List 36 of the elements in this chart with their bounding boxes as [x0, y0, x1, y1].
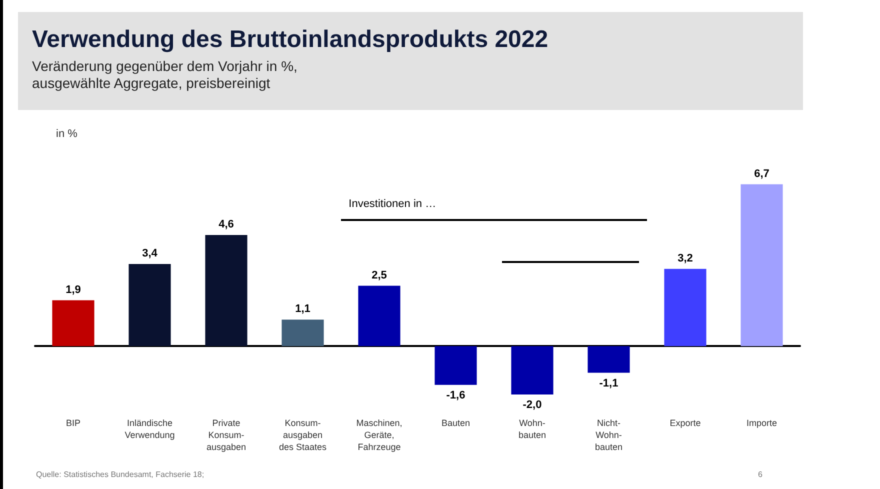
x-tick-label: Importe [746, 418, 778, 428]
x-tick-label: Inländische Verwendung [124, 418, 175, 440]
bar [282, 320, 324, 346]
bar [52, 300, 94, 346]
data-label: 2,5 [372, 269, 387, 282]
data-label: -1,6 [446, 389, 466, 402]
annotation: Investitionen in … [348, 198, 436, 210]
data-label: -1,1 [599, 377, 618, 390]
data-label: -2,0 [522, 399, 542, 411]
x-tick-label: Nicht- Wohn- bauten [594, 418, 623, 452]
x-tick-label: Wohn- bauten [518, 418, 546, 440]
x-tick-label: BIP [66, 418, 81, 428]
bar [511, 346, 554, 394]
data-label: 1,1 [295, 303, 310, 316]
bar [205, 235, 248, 346]
bar [740, 184, 783, 346]
bar [434, 346, 477, 385]
x-tick-label: Exporte [670, 418, 701, 428]
x-tick-label: Bauten [441, 418, 470, 428]
bar [128, 264, 171, 346]
x-tick-label: Maschinen, Geräte, Fahrzeuge [356, 418, 402, 452]
data-label: 1,9 [66, 284, 81, 296]
data-label: 6,7 [754, 168, 770, 180]
x-tick-label: Konsum- ausgaben des Staates [278, 418, 328, 452]
y-axis-title: in % [56, 128, 78, 140]
bar [664, 268, 706, 346]
bar [588, 346, 630, 373]
text: 6 [758, 470, 762, 479]
data-label: 3,2 [678, 252, 693, 264]
data-label: 4,6 [218, 218, 234, 231]
chart-title: Verwendung des Bruttoinlandsprodukts 2022 [32, 26, 548, 54]
chart-subtitle: Veränderung gegenüber dem Vorjahr in %, ausgewählte Aggregate, preisbereinigt [32, 58, 298, 92]
source-note: Quelle: Statistisches Bundesamt, Fachserie 18; [36, 470, 204, 479]
data-label: 3,4 [142, 248, 158, 260]
bar [358, 286, 400, 346]
x-tick-label: Private Konsum- ausgaben [206, 418, 246, 452]
